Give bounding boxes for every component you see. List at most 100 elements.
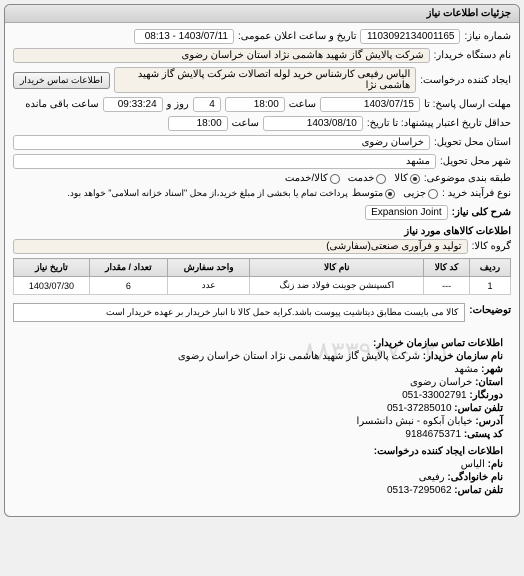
lname-value: رفیعی — [419, 472, 445, 483]
need-body: شماره نیاز: 1103092134001165 تاریخ و ساع… — [5, 23, 519, 516]
fname-line: نام: الیاس — [21, 459, 503, 470]
addr-value: خیابان آبکوه - نبش دانشسرا — [357, 416, 473, 427]
org-line: نام سازمان خریدار: شرکت پالایش گاز شهید … — [21, 351, 503, 362]
city-value: مشهد — [454, 364, 478, 375]
buy-type-radio-group: جزیی متوسط — [352, 188, 438, 199]
validity-time: 18:00 — [168, 116, 228, 131]
requester-label: ایجاد کننده درخواست: — [420, 75, 511, 86]
col-qty: تعداد / مقدار — [89, 259, 167, 277]
category-option-service[interactable]: خدمت — [348, 173, 387, 184]
category-option-both[interactable]: کالا/خدمت — [285, 173, 340, 184]
items-table: ردیف کد کالا نام کالا واحد سفارش تعداد /… — [13, 258, 511, 295]
addr-line: آدرس: خیابان آبکوه - نبش دانشسرا — [21, 416, 503, 427]
panel-title: جزئیات اطلاعات نیاز — [5, 5, 519, 23]
group-value: تولید و فرآوری صنعتی(سفارشی) — [13, 239, 468, 254]
announce-datetime: 1403/07/11 - 08:13 — [134, 29, 234, 44]
validity-date: 1403/08/10 — [263, 116, 363, 131]
delivery-city: مشهد — [13, 154, 436, 169]
group-label: گروه کالا: — [472, 241, 511, 252]
category-radio-group: کالا خدمت کالا/خدمت — [285, 173, 420, 184]
deadline-remain: 09:33:24 — [103, 97, 163, 112]
category-option-goods[interactable]: کالا — [394, 173, 420, 184]
city-label: شهر: — [481, 364, 503, 375]
deadline-days: 4 — [193, 97, 221, 112]
phone-label: تلفن تماس: — [454, 403, 503, 414]
buy-type-option-label: جزیی — [403, 188, 426, 199]
col-idx: ردیف — [470, 259, 511, 277]
org-label: نام سازمان خریدار: — [423, 351, 503, 362]
org-value: شرکت پالایش گاز شهید هاشمی نژاد استان خر… — [178, 351, 420, 362]
deadline-date: 1403/07/15 — [320, 97, 420, 112]
need-number: 1103092134001165 — [360, 29, 460, 44]
delivery-city-label: شهر محل تحویل: — [440, 156, 511, 167]
need-desc: Expansion Joint — [365, 205, 448, 220]
col-name: نام کالا — [250, 259, 424, 277]
category-label: طبقه بندی موضوعی: — [424, 173, 511, 184]
cell-code: --- — [424, 277, 470, 295]
contact-title: اطلاعات تماس سازمان خریدار: — [21, 338, 503, 349]
validity-label: حداقل تاریخ اعتبار پیشنهاد: تا تاریخ: — [367, 118, 511, 129]
announce-label: تاریخ و ساعت اعلان عمومی: — [238, 31, 357, 42]
requester: الیاس رفیعی کارشناس خرید لوله اتصالات شر… — [114, 67, 417, 93]
fname-value: الیاس — [461, 459, 485, 470]
category-option-label: کالا/خدمت — [285, 173, 328, 184]
lname-label: نام خانوادگی: — [447, 472, 503, 483]
contact-section: ۸۸۳۳۹۶۷-۰۲۱ اطلاعات تماس سازمان خریدار: … — [13, 326, 511, 510]
cell-date: 1403/07/30 — [14, 277, 90, 295]
delivery-prov-label: استان محل تحویل: — [434, 137, 511, 148]
radio-icon — [410, 174, 420, 184]
cell-name: اکسپنشن جوینت فولاد ضد زنگ — [250, 277, 424, 295]
city-line: شهر: مشهد — [21, 364, 503, 375]
phone-value: 37285010-051 — [387, 403, 452, 414]
col-code: کد کالا — [424, 259, 470, 277]
deadline-time-label: ساعت — [289, 99, 316, 110]
radio-icon — [330, 174, 340, 184]
fname-label: نام: — [488, 459, 503, 470]
deadline-remain-label: ساعت باقی مانده — [25, 99, 98, 110]
items-header-row: ردیف کد کالا نام کالا واحد سفارش تعداد /… — [14, 259, 511, 277]
radio-icon — [376, 174, 386, 184]
addr-label: آدرس: — [475, 416, 503, 427]
phone-line: تلفن تماس: 37285010-051 — [21, 403, 503, 414]
lname-line: نام خانوادگی: رفیعی — [21, 472, 503, 483]
postal-label: کد پستی: — [464, 429, 503, 440]
cphone-label: تلفن تماس: — [454, 485, 503, 496]
fax-label: دورنگار: — [469, 390, 503, 401]
deadline-time: 18:00 — [225, 97, 285, 112]
prov-label: استان: — [475, 377, 503, 388]
buy-type-option-label: متوسط — [352, 188, 383, 199]
cell-idx: 1 — [470, 277, 511, 295]
buyer-contact-button[interactable]: اطلاعات تماس خریدار — [13, 72, 110, 89]
radio-icon — [385, 189, 395, 199]
table-row: 1 --- اکسپنشن جوینت فولاد ضد زنگ عدد 6 1… — [14, 277, 511, 295]
cell-qty: 6 — [89, 277, 167, 295]
notes-label: توضیحات: — [469, 305, 511, 316]
need-number-label: شماره نیاز: — [464, 31, 511, 42]
creator-title: اطلاعات ایجاد کننده درخواست: — [21, 446, 503, 457]
buyer-org: شرکت پالایش گاز شهید هاشمی نژاد استان خر… — [13, 48, 430, 63]
prov-value: خراسان رضوی — [410, 377, 472, 388]
notes-value: کالا می بایست مطابق دیتاشیت پیوست باشد.ک… — [13, 303, 465, 322]
validity-time-label: ساعت — [232, 118, 259, 129]
postal-line: کد پستی: 9184675371 — [21, 429, 503, 440]
buy-type-label: نوع فرآیند خرید : — [442, 188, 511, 199]
cphone-value: 7295062-0513 — [387, 485, 452, 496]
category-option-label: خدمت — [348, 173, 375, 184]
prov-line: استان: خراسان رضوی — [21, 377, 503, 388]
desc-label: شرح کلی نیاز: — [452, 207, 511, 218]
deadline-label: مهلت ارسال پاسخ: تا — [424, 99, 511, 110]
category-option-label: کالا — [394, 173, 408, 184]
delivery-prov: خراسان رضوی — [13, 135, 430, 150]
fax-line: دورنگار: 33002791-051 — [21, 390, 503, 401]
cphone-line: تلفن تماس: 7295062-0513 — [21, 485, 503, 496]
buyer-org-label: نام دستگاه خریدار: — [434, 50, 511, 61]
buy-type-note: پرداخت تمام یا بخشی از مبلغ خرید،از محل … — [67, 188, 347, 199]
col-unit: واحد سفارش — [167, 259, 250, 277]
deadline-days-label: روز و — [167, 99, 189, 110]
buy-type-option-medium[interactable]: متوسط — [352, 188, 395, 199]
need-details-panel: جزئیات اطلاعات نیاز شماره نیاز: 11030921… — [4, 4, 520, 517]
fax-value: 33002791-051 — [402, 390, 467, 401]
buy-type-option-small[interactable]: جزیی — [403, 188, 438, 199]
cell-unit: عدد — [167, 277, 250, 295]
items-section-title: اطلاعات کالاهای مورد نیاز — [13, 226, 511, 237]
